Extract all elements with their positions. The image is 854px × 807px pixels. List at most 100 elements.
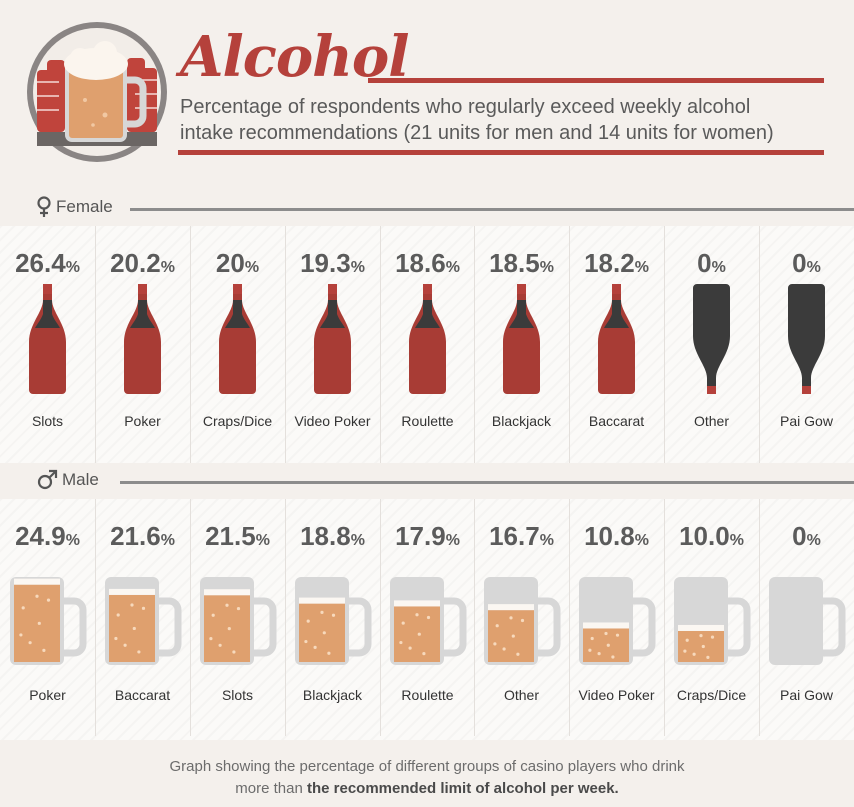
category-label: Roulette: [401, 413, 454, 429]
male-section-label: Male: [0, 463, 854, 499]
caption-bold: the recommended limit of alcohol per wee…: [306, 780, 619, 797]
percentage-label: 0%: [792, 248, 821, 278]
percentage-label: 10.8%: [584, 521, 649, 551]
beer-mug-icon: [674, 577, 751, 665]
column-divider: [190, 499, 191, 736]
percentage-label: 26.4%: [15, 248, 80, 278]
percentage-label: 21.5%: [205, 521, 270, 551]
column-divider: [759, 226, 760, 463]
female-label: Female: [56, 197, 113, 216]
value-mark: [95, 571, 190, 676]
percentage-label: 24.9%: [15, 521, 80, 551]
male-symbol-icon: [37, 469, 58, 490]
female-symbol-icon: [37, 196, 51, 217]
chart-column: 20% Craps/Dice: [190, 226, 285, 463]
subtitle-rule: [178, 150, 824, 155]
category-label: Other: [693, 413, 729, 429]
value-mark: [664, 571, 759, 676]
chart-column: 21.5% Slots: [190, 499, 285, 736]
column-divider: [474, 226, 475, 463]
category-label: Other: [503, 687, 539, 703]
category-label: Slots: [31, 413, 64, 429]
column-divider: [95, 226, 96, 463]
header: Alcohol Percentage of respondents who re…: [0, 0, 854, 190]
chart-column: 26.4% Slots: [0, 226, 95, 463]
title-rule: [368, 78, 824, 83]
beer-chips-badge-icon: [27, 22, 167, 162]
category-label: Pai Gow: [780, 413, 833, 429]
column-divider: [285, 226, 286, 463]
percentage-label: 20%: [215, 248, 260, 278]
percentage-label: 20.2%: [110, 248, 175, 278]
category-label: Video Poker: [578, 687, 655, 703]
wine-bottle-icon: [219, 284, 256, 394]
wine-bottle-icon: [409, 284, 446, 394]
percentage-label: 18.6%: [395, 248, 460, 278]
beer-mug-icon: [10, 577, 87, 665]
male-rule: [120, 481, 854, 484]
subtitle-line-1: Percentage of respondents who regularly …: [180, 96, 751, 118]
chart-column: 16.7% Other: [474, 499, 569, 736]
wine-bottle-icon: [29, 284, 66, 394]
value-mark: [380, 284, 475, 399]
chart-column: 18.6% Roulette: [380, 226, 475, 463]
value-mark: [474, 284, 569, 399]
value-mark: [95, 284, 190, 399]
caption-line-2: more than: [235, 780, 303, 797]
percentage-label: 17.9%: [395, 521, 460, 551]
value-mark: [285, 571, 380, 676]
category-label: Pai Gow: [780, 687, 833, 703]
category-label: Blackjack: [491, 413, 552, 429]
value-mark: [0, 571, 95, 676]
female-rule: [130, 208, 854, 211]
chart-column: 18.5% Blackjack: [474, 226, 569, 463]
value-mark: [0, 284, 95, 399]
wine-bottle-icon: [693, 284, 730, 394]
percentage-label: 18.8%: [300, 521, 365, 551]
category-label: Poker: [29, 687, 66, 703]
wine-bottle-icon: [598, 284, 635, 394]
chart-column: 10.0% Craps/Dice: [664, 499, 759, 736]
value-mark: [474, 571, 569, 676]
value-mark: [190, 284, 285, 399]
percentage-label: 18.2%: [584, 248, 649, 278]
percentage-label: 0%: [792, 521, 821, 551]
chart-column: 21.6% Baccarat: [95, 499, 190, 736]
value-mark: [759, 284, 854, 399]
category-label: Video Poker: [294, 413, 371, 429]
chart-column: 24.9% Poker: [0, 499, 95, 736]
beer-mug-icon: [295, 577, 372, 665]
wine-bottle-icon: [124, 284, 161, 394]
column-divider: [285, 499, 286, 736]
subtitle: Percentage of respondents who regularly …: [180, 94, 840, 146]
beer-mug-icon: [484, 577, 561, 665]
female-chart: 26.4% Slots 20.2% Poker 20% Craps/Dice 19.3% Vi…: [0, 226, 854, 463]
chart-column: 0% Other: [664, 226, 759, 463]
value-mark: [569, 571, 664, 676]
beer-mug-icon: [105, 577, 182, 665]
value-mark: [285, 284, 380, 399]
column-divider: [664, 499, 665, 736]
column-divider: [380, 499, 381, 736]
category-label: Roulette: [401, 687, 454, 703]
caption-line-1: Graph showing the percentage of differen…: [169, 758, 685, 775]
male-label: Male: [62, 470, 99, 489]
column-divider: [569, 499, 570, 736]
value-mark: [380, 571, 475, 676]
value-mark: [664, 284, 759, 399]
beer-mug-icon: [200, 577, 277, 665]
column-divider: [474, 499, 475, 736]
value-mark: [759, 571, 854, 676]
chart-column: 20.2% Poker: [95, 226, 190, 463]
wine-bottle-icon: [788, 284, 825, 394]
caption: Graph showing the percentage of differen…: [0, 756, 854, 800]
chart-column: 0% Pai Gow: [759, 226, 854, 463]
chart-column: 0% Pai Gow: [759, 499, 854, 736]
column-divider: [759, 499, 760, 736]
beer-mug-icon: [579, 577, 656, 665]
category-label: Poker: [124, 413, 161, 429]
category-label: Craps/Dice: [202, 413, 273, 429]
wine-bottle-icon: [314, 284, 351, 394]
percentage-label: 0%: [697, 248, 726, 278]
percentage-label: 19.3%: [300, 248, 365, 278]
